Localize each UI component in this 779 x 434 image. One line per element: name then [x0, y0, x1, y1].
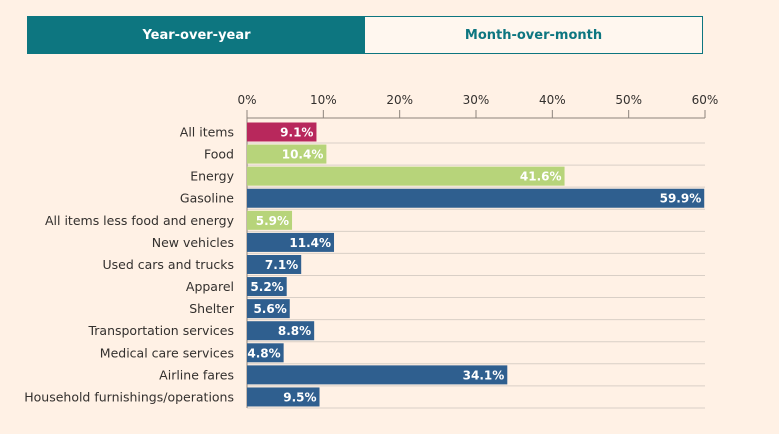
- x-tick-label: 60%: [692, 93, 719, 107]
- value-label: 5.6%: [253, 302, 286, 316]
- bars: [247, 122, 705, 407]
- value-label: 11.4%: [289, 236, 331, 250]
- value-label: 9.5%: [283, 390, 316, 404]
- category-label: All items: [180, 125, 234, 140]
- value-label: 10.4%: [282, 148, 324, 162]
- year-over-year-tab[interactable]: Year-over-year: [28, 17, 365, 53]
- bar-energy: [247, 166, 565, 186]
- category-label: Apparel: [186, 279, 234, 294]
- category-label: All items less food and energy: [45, 213, 235, 228]
- value-label: 8.8%: [278, 324, 311, 338]
- bar-shelter: [247, 299, 290, 319]
- bar-gasoline: [247, 188, 705, 208]
- category-label: Food: [204, 147, 234, 162]
- x-tick-label: 10%: [310, 93, 337, 107]
- x-axis-ticks: 0% 10% 20% 30% 40% 50% 60%: [237, 93, 719, 119]
- bar-medical-care-services: [247, 343, 284, 363]
- bar-airline-fares: [247, 365, 508, 385]
- x-tick-label: 50%: [615, 93, 642, 107]
- category-label: Gasoline: [180, 191, 234, 206]
- x-tick-label: 0%: [237, 93, 256, 107]
- category-labels: All items Food Energy Gasoline All items les…: [24, 125, 235, 405]
- value-label: 41.6%: [520, 170, 562, 184]
- month-over-month-tab[interactable]: Month-over-month: [365, 17, 702, 53]
- category-label: Medical care services: [100, 345, 234, 360]
- value-label: 59.9%: [660, 192, 702, 206]
- bar-food: [247, 144, 327, 164]
- bar-transportation-services: [247, 321, 315, 341]
- bar-new-vehicles: [247, 232, 335, 252]
- category-label: Household furnishings/operations: [24, 389, 234, 404]
- category-label: Used cars and trucks: [103, 257, 235, 272]
- x-tick-label: 20%: [386, 93, 413, 107]
- category-label: Shelter: [189, 301, 235, 316]
- value-label: 5.2%: [250, 280, 283, 294]
- category-label: New vehicles: [152, 235, 234, 250]
- value-label: 4.8%: [247, 346, 280, 360]
- category-label: Energy: [190, 169, 234, 184]
- value-label: 34.1%: [463, 368, 505, 382]
- value-label: 5.9%: [256, 214, 289, 228]
- bar-apparel: [247, 277, 287, 297]
- x-tick-label: 40%: [539, 93, 566, 107]
- bar-household-furnishings-operations: [247, 387, 320, 407]
- value-label: 7.1%: [265, 258, 298, 272]
- bar-all-items: [247, 122, 317, 142]
- value-labels: 9.1% 10.4% 41.6% 59.9% 5.9%11.4% 7.1% 5.2% 5.6%…: [247, 126, 701, 405]
- value-label: 9.1%: [280, 126, 313, 140]
- period-toggle: Year-over-year Month-over-month: [27, 16, 703, 54]
- category-label: Airline fares: [159, 367, 234, 382]
- bar-used-cars-and-trucks: [247, 254, 302, 274]
- bar-all-items-less-food-and-energy: [247, 210, 293, 230]
- x-tick-label: 30%: [463, 93, 490, 107]
- category-label: Transportation services: [87, 323, 234, 338]
